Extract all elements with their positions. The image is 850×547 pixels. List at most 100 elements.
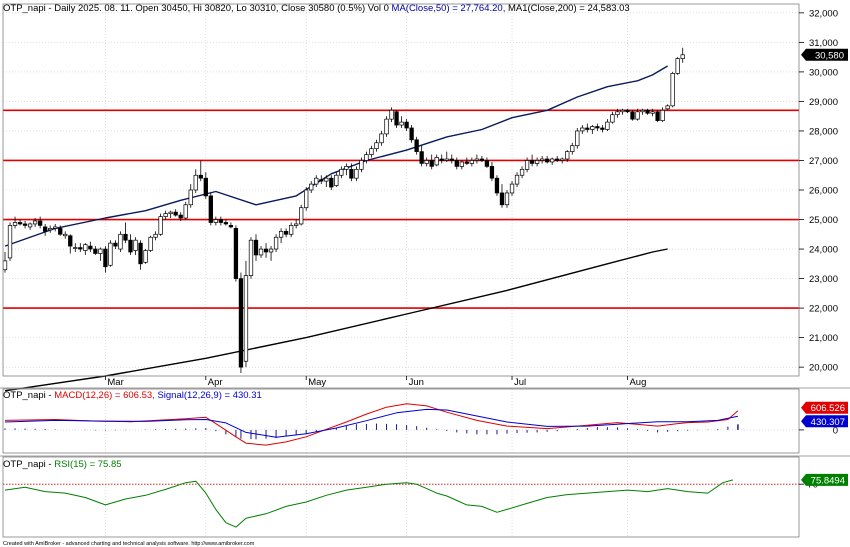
candle-body xyxy=(635,111,640,120)
candle-body xyxy=(288,225,294,235)
time-axis: Mar Apr May Jun Jul Aug xyxy=(105,376,646,388)
price-y-tick-label: 22,000 xyxy=(809,304,838,315)
price-y-tick-label: 29,000 xyxy=(809,97,838,108)
candle-body xyxy=(675,58,680,74)
candle-body xyxy=(529,160,535,164)
time-tick-label: Apr xyxy=(208,377,223,388)
candle-body xyxy=(484,160,490,167)
price-y-tick-label: 25,000 xyxy=(809,215,838,226)
candle-body xyxy=(299,207,304,225)
price-y-tick-label: 28,000 xyxy=(809,126,838,137)
candle-body xyxy=(12,222,18,226)
price-y-tick-label: 21,000 xyxy=(809,333,838,344)
candle-body xyxy=(590,126,595,130)
candle-body xyxy=(68,235,73,247)
rsi-panel: OTP_napi - RSI(15) = 75.85 70 75.8494 xyxy=(0,455,850,538)
rsi-title: OTP_napi - RSI(15) = 75.85 xyxy=(3,459,122,470)
time-tick-label: May xyxy=(308,377,326,388)
candle-body xyxy=(283,230,289,235)
candle-body xyxy=(304,189,309,209)
candle-body xyxy=(128,239,133,253)
candle-body xyxy=(218,219,224,223)
candle-body xyxy=(344,166,349,170)
candle-body xyxy=(550,158,555,163)
candle-body xyxy=(309,183,314,191)
candle-body xyxy=(419,151,424,164)
candle-body xyxy=(354,168,359,179)
candle-body xyxy=(444,158,449,161)
macd-panel-frame xyxy=(2,388,800,454)
rsi-series-line xyxy=(4,479,734,528)
macd-y-axis: 0 xyxy=(799,425,838,436)
candle-body xyxy=(655,111,660,121)
macd-value-markers: 606.526 430.307 xyxy=(801,401,848,428)
candle-body xyxy=(580,127,585,132)
candle-body xyxy=(88,245,93,250)
price-y-tick-label: 24,000 xyxy=(809,245,838,256)
macd-panel: OTP_napi - MACD(12,26) = 606.53, Signal(… xyxy=(0,387,850,454)
candle-body xyxy=(424,160,429,164)
time-tick-label: Aug xyxy=(629,377,646,388)
candle-body xyxy=(384,118,389,135)
candle-body xyxy=(409,127,414,141)
macd-y-tick-label: 0 xyxy=(833,425,838,436)
candle-body xyxy=(464,161,469,164)
title-ma200-segment: MA1(Close,200) = 24,583.03 xyxy=(508,3,630,14)
ma50-line xyxy=(4,65,668,247)
candle-body xyxy=(208,195,213,223)
rsi-panel-frame xyxy=(2,456,800,538)
candle-body xyxy=(534,160,540,164)
candle-body xyxy=(138,242,143,265)
candle-body xyxy=(17,222,23,225)
candle-body xyxy=(324,177,329,182)
candle-body xyxy=(479,158,485,161)
macd-title-signal: Signal(12,26,9) = 430.31 xyxy=(157,390,261,401)
price-y-axis: 20,000 21,000 22,000 23,000 24,000 25,000 26,0… xyxy=(799,8,838,374)
candlesticks xyxy=(2,47,685,374)
candle-body xyxy=(499,192,505,206)
candle-body xyxy=(243,275,249,362)
candle-body xyxy=(645,109,650,114)
candle-body xyxy=(539,158,545,161)
candle-body xyxy=(640,109,645,113)
candle-body xyxy=(118,233,123,250)
candle-body xyxy=(188,189,193,206)
candle-body xyxy=(414,139,419,152)
candle-body xyxy=(63,233,68,237)
time-tick-label: Mar xyxy=(107,377,123,388)
candle-body xyxy=(263,248,269,253)
candle-body xyxy=(93,248,98,254)
candle-body xyxy=(399,121,404,126)
candle-body xyxy=(183,204,188,219)
candle-body xyxy=(610,114,615,123)
time-tick-label: Jun xyxy=(409,377,424,388)
candle-body xyxy=(389,109,394,120)
last-price-text: 30,580 xyxy=(815,50,844,61)
candle-body xyxy=(620,109,625,113)
candle-body xyxy=(314,177,319,185)
candle-body xyxy=(73,247,78,249)
candle-body xyxy=(113,242,118,247)
title-ma50-segment: MA(Close,50) = 27,764.20, xyxy=(392,3,508,14)
rsi-title-prefix: OTP_napi - xyxy=(3,459,54,470)
price-y-tick-label: 23,000 xyxy=(809,274,838,285)
candle-body xyxy=(103,248,108,268)
candle-body xyxy=(459,161,464,167)
price-panel: 20,000 21,000 22,000 23,000 24,000 25,000 26,0… xyxy=(2,3,848,392)
candle-body xyxy=(469,160,475,164)
candle-body xyxy=(253,239,259,256)
candle-body xyxy=(349,168,354,179)
candle-body xyxy=(48,228,53,231)
candle-body xyxy=(570,145,575,152)
candle-body xyxy=(58,228,63,235)
candle-body xyxy=(625,109,630,113)
candle-body xyxy=(22,223,28,226)
ma200-line xyxy=(4,248,668,392)
candle-body xyxy=(364,154,369,161)
candle-body xyxy=(615,111,620,116)
candle-body xyxy=(334,174,339,186)
candle-body xyxy=(449,158,454,161)
candle-body xyxy=(133,239,138,251)
last-price-marker: 30,580 xyxy=(801,48,848,61)
